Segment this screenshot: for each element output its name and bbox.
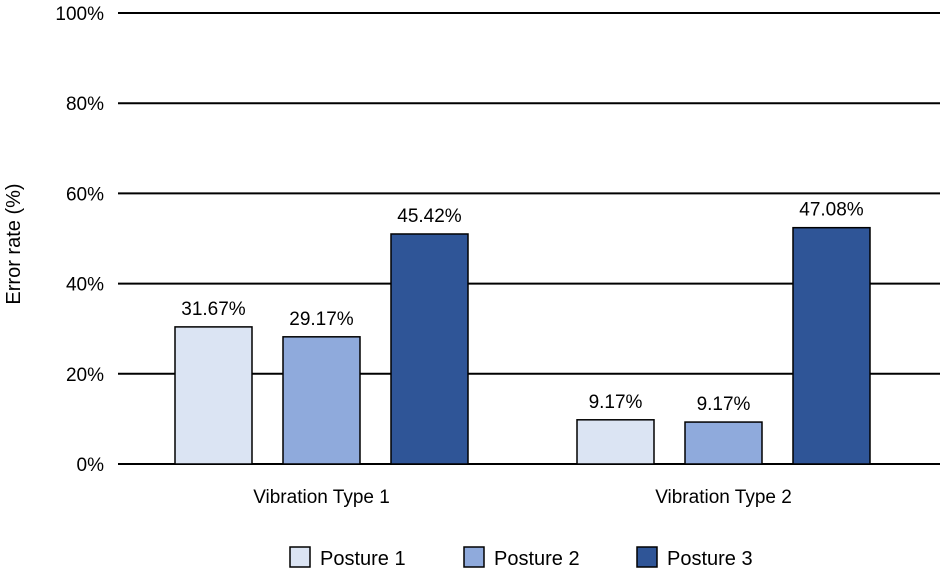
legend-swatch <box>289 546 311 568</box>
legend-label: Posture 1 <box>320 548 406 570</box>
y-tick-label: 40% <box>66 275 104 296</box>
bars <box>174 226 871 465</box>
x-axis-categories: Vibration Type 1 Vibration Type 2 <box>253 487 792 508</box>
legend: Posture 1 Posture 2 Posture 3 <box>289 546 753 570</box>
y-tick-label: 100% <box>55 4 104 25</box>
x-category-label: Vibration Type 2 <box>655 487 792 508</box>
data-label: 45.42% <box>397 206 462 227</box>
legend-swatch <box>636 546 658 568</box>
data-labels: 31.67% 29.17% 45.42% 9.17% 9.17% 47.08% <box>181 200 864 415</box>
y-tick-label: 60% <box>66 184 104 205</box>
y-axis-label: Error rate (%) <box>3 183 25 304</box>
y-tick-label: 20% <box>66 365 104 386</box>
data-label: 9.17% <box>697 394 751 415</box>
legend-item: Posture 1 <box>289 546 406 570</box>
legend-label: Posture 3 <box>667 548 753 570</box>
bar-posture-3-cat2 <box>792 226 871 465</box>
bar-posture-3-cat1 <box>390 233 469 465</box>
bar-posture-1-cat1 <box>174 326 253 465</box>
bar-posture-2-cat2 <box>684 421 763 465</box>
legend-swatch <box>463 546 485 568</box>
data-label: 29.17% <box>289 309 354 330</box>
legend-item: Posture 3 <box>636 546 753 570</box>
data-label: 47.08% <box>799 200 864 221</box>
bar-posture-2-cat1 <box>282 336 361 465</box>
data-label: 31.67% <box>181 299 246 320</box>
bar-posture-1-cat2 <box>576 419 655 465</box>
y-tick-label: 0% <box>77 455 105 476</box>
data-label: 9.17% <box>589 392 643 413</box>
legend-item: Posture 2 <box>463 546 580 570</box>
x-category-label: Vibration Type 1 <box>253 487 390 508</box>
legend-label: Posture 2 <box>494 548 580 570</box>
y-axis-ticks: 0% 20% 40% 60% 80% 100% <box>55 4 104 476</box>
y-tick-label: 80% <box>66 94 104 115</box>
